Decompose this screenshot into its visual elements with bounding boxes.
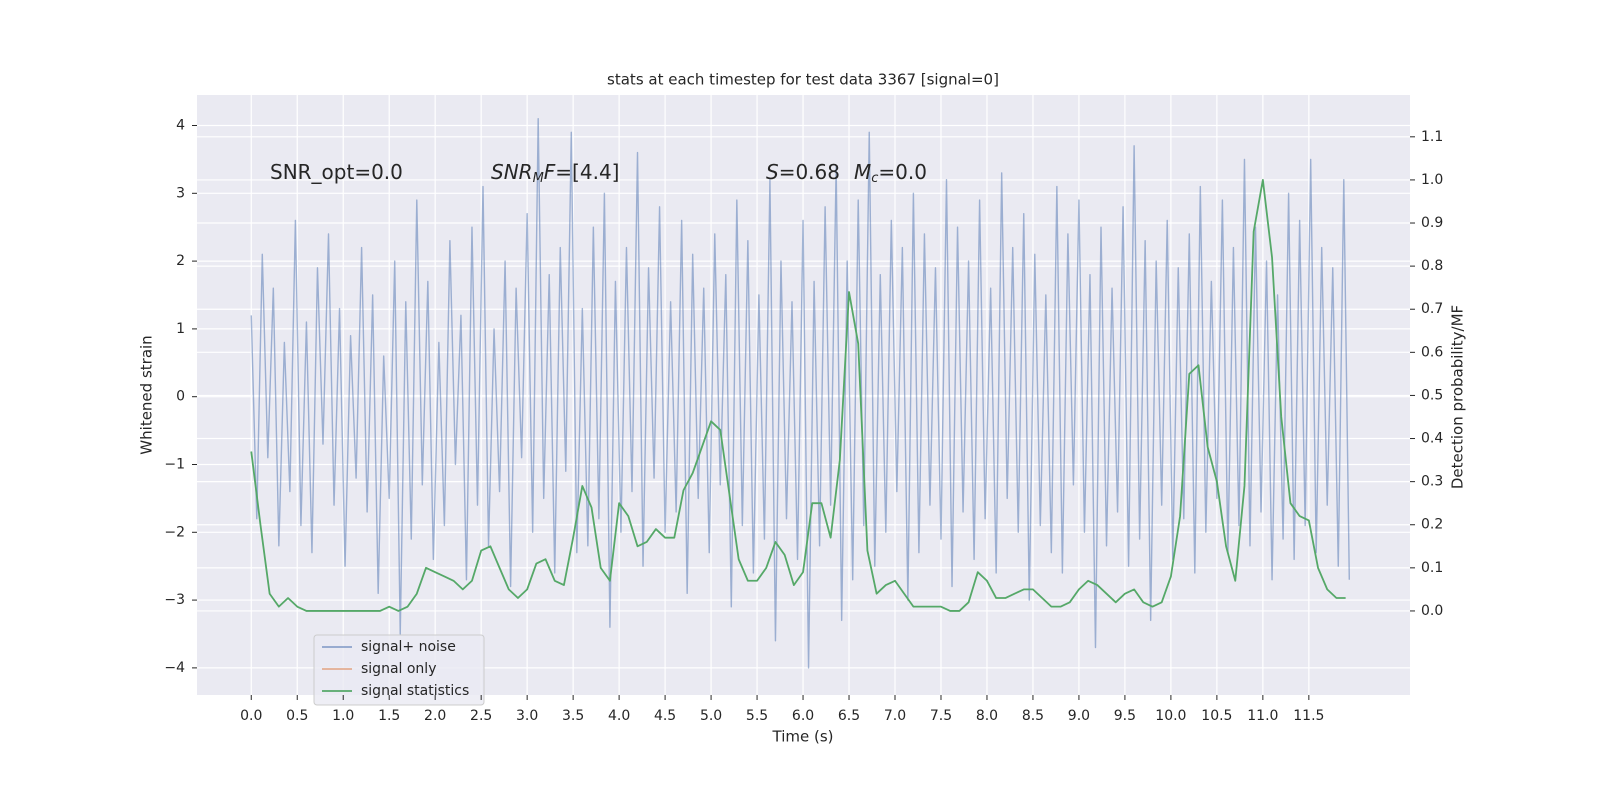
annotation-text: M xyxy=(854,160,871,184)
x-tick-label: 4.0 xyxy=(608,708,630,724)
x-tick-label: 7.0 xyxy=(884,708,906,724)
x-axis-label: Time (s) xyxy=(772,728,834,746)
y-tick-label: 4 xyxy=(176,118,185,134)
annotation: SNR_opt=0.0 xyxy=(270,160,403,184)
annotation-text: c xyxy=(871,171,878,186)
y2-tick-label: 1.1 xyxy=(1421,129,1443,145)
y-tick-label: −3 xyxy=(164,592,185,608)
x-tick-label: 5.0 xyxy=(700,708,722,724)
x-tick-label: 2.0 xyxy=(424,708,446,724)
x-tick-label: 2.5 xyxy=(470,708,492,724)
annotation-text: S xyxy=(766,160,779,184)
y-tick-label: 1 xyxy=(176,321,185,337)
annotation-text: =[4.4] xyxy=(555,160,619,184)
annotation-text: =0.68 xyxy=(779,160,840,184)
y2-tick-label: 0.2 xyxy=(1421,517,1443,533)
y-tick-label: 3 xyxy=(176,185,185,201)
y2-tick-label: 0.4 xyxy=(1421,431,1443,447)
x-tick-label: 8.5 xyxy=(1022,708,1044,724)
x-tick-label: 0.5 xyxy=(286,708,308,724)
y2-axis-label: Detection probability/MF xyxy=(1449,305,1467,489)
x-tick-label: 10.5 xyxy=(1201,708,1232,724)
chart-title: stats at each timestep for test data 336… xyxy=(607,71,999,89)
annotation-text: F xyxy=(544,160,556,184)
x-tick-label: 4.5 xyxy=(654,708,676,724)
y-tick-label: 2 xyxy=(176,253,185,269)
y2-tick-label: 1.0 xyxy=(1421,172,1443,188)
x-tick-label: 3.5 xyxy=(562,708,584,724)
y2-tick-label: 0.9 xyxy=(1421,215,1443,231)
y2-tick-label: 0.3 xyxy=(1421,474,1443,490)
x-tick-label: 11.0 xyxy=(1247,708,1278,724)
y-tick-label: −1 xyxy=(164,456,185,472)
y-tick-label: −4 xyxy=(164,660,185,676)
legend-box xyxy=(313,634,485,706)
series-line xyxy=(250,179,1346,612)
annotation-text: M xyxy=(533,171,544,186)
x-tick-label: 7.5 xyxy=(930,708,952,724)
x-tick-label: 5.5 xyxy=(746,708,768,724)
legend-label: signal+ noise xyxy=(361,639,456,655)
y2-tick-label: 0.7 xyxy=(1421,301,1443,317)
y2-tick-label: 0.8 xyxy=(1421,258,1443,274)
x-tick-label: 0.0 xyxy=(240,708,262,724)
x-tick-label: 10.0 xyxy=(1155,708,1186,724)
x-tick-label: 3.0 xyxy=(516,708,538,724)
y2-tick-label: 0.5 xyxy=(1421,387,1443,403)
x-tick-label: 9.0 xyxy=(1068,708,1090,724)
annotation-text: SNR_opt=0.0 xyxy=(270,160,403,184)
x-tick-label: 11.5 xyxy=(1293,708,1324,724)
y-axis-label: Whitened strain xyxy=(138,335,156,454)
legend-label: signal only xyxy=(361,661,436,677)
y2-tick-label: 0.1 xyxy=(1421,560,1443,576)
x-tick-label: 8.0 xyxy=(976,708,998,724)
x-tick-label: 1.5 xyxy=(378,708,400,724)
annotation-text: =0.0 xyxy=(878,160,927,184)
annotation: S=0.68 Mc=0.0 xyxy=(766,160,927,186)
legend-label: signal statistics xyxy=(361,683,469,699)
x-tick-label: 1.0 xyxy=(332,708,354,724)
x-tick-label: 6.0 xyxy=(792,708,814,724)
y2-tick-label: 0.6 xyxy=(1421,344,1443,360)
x-tick-label: 6.5 xyxy=(838,708,860,724)
annotation: SNRMF=[4.4] xyxy=(491,160,619,186)
annotation-text: SNR xyxy=(491,160,533,184)
series-line xyxy=(250,118,1350,669)
y2-tick-label: 0.0 xyxy=(1421,603,1443,619)
x-tick-label: 9.5 xyxy=(1114,708,1136,724)
y-tick-label: −2 xyxy=(164,524,185,540)
y-tick-label: 0 xyxy=(176,389,185,405)
